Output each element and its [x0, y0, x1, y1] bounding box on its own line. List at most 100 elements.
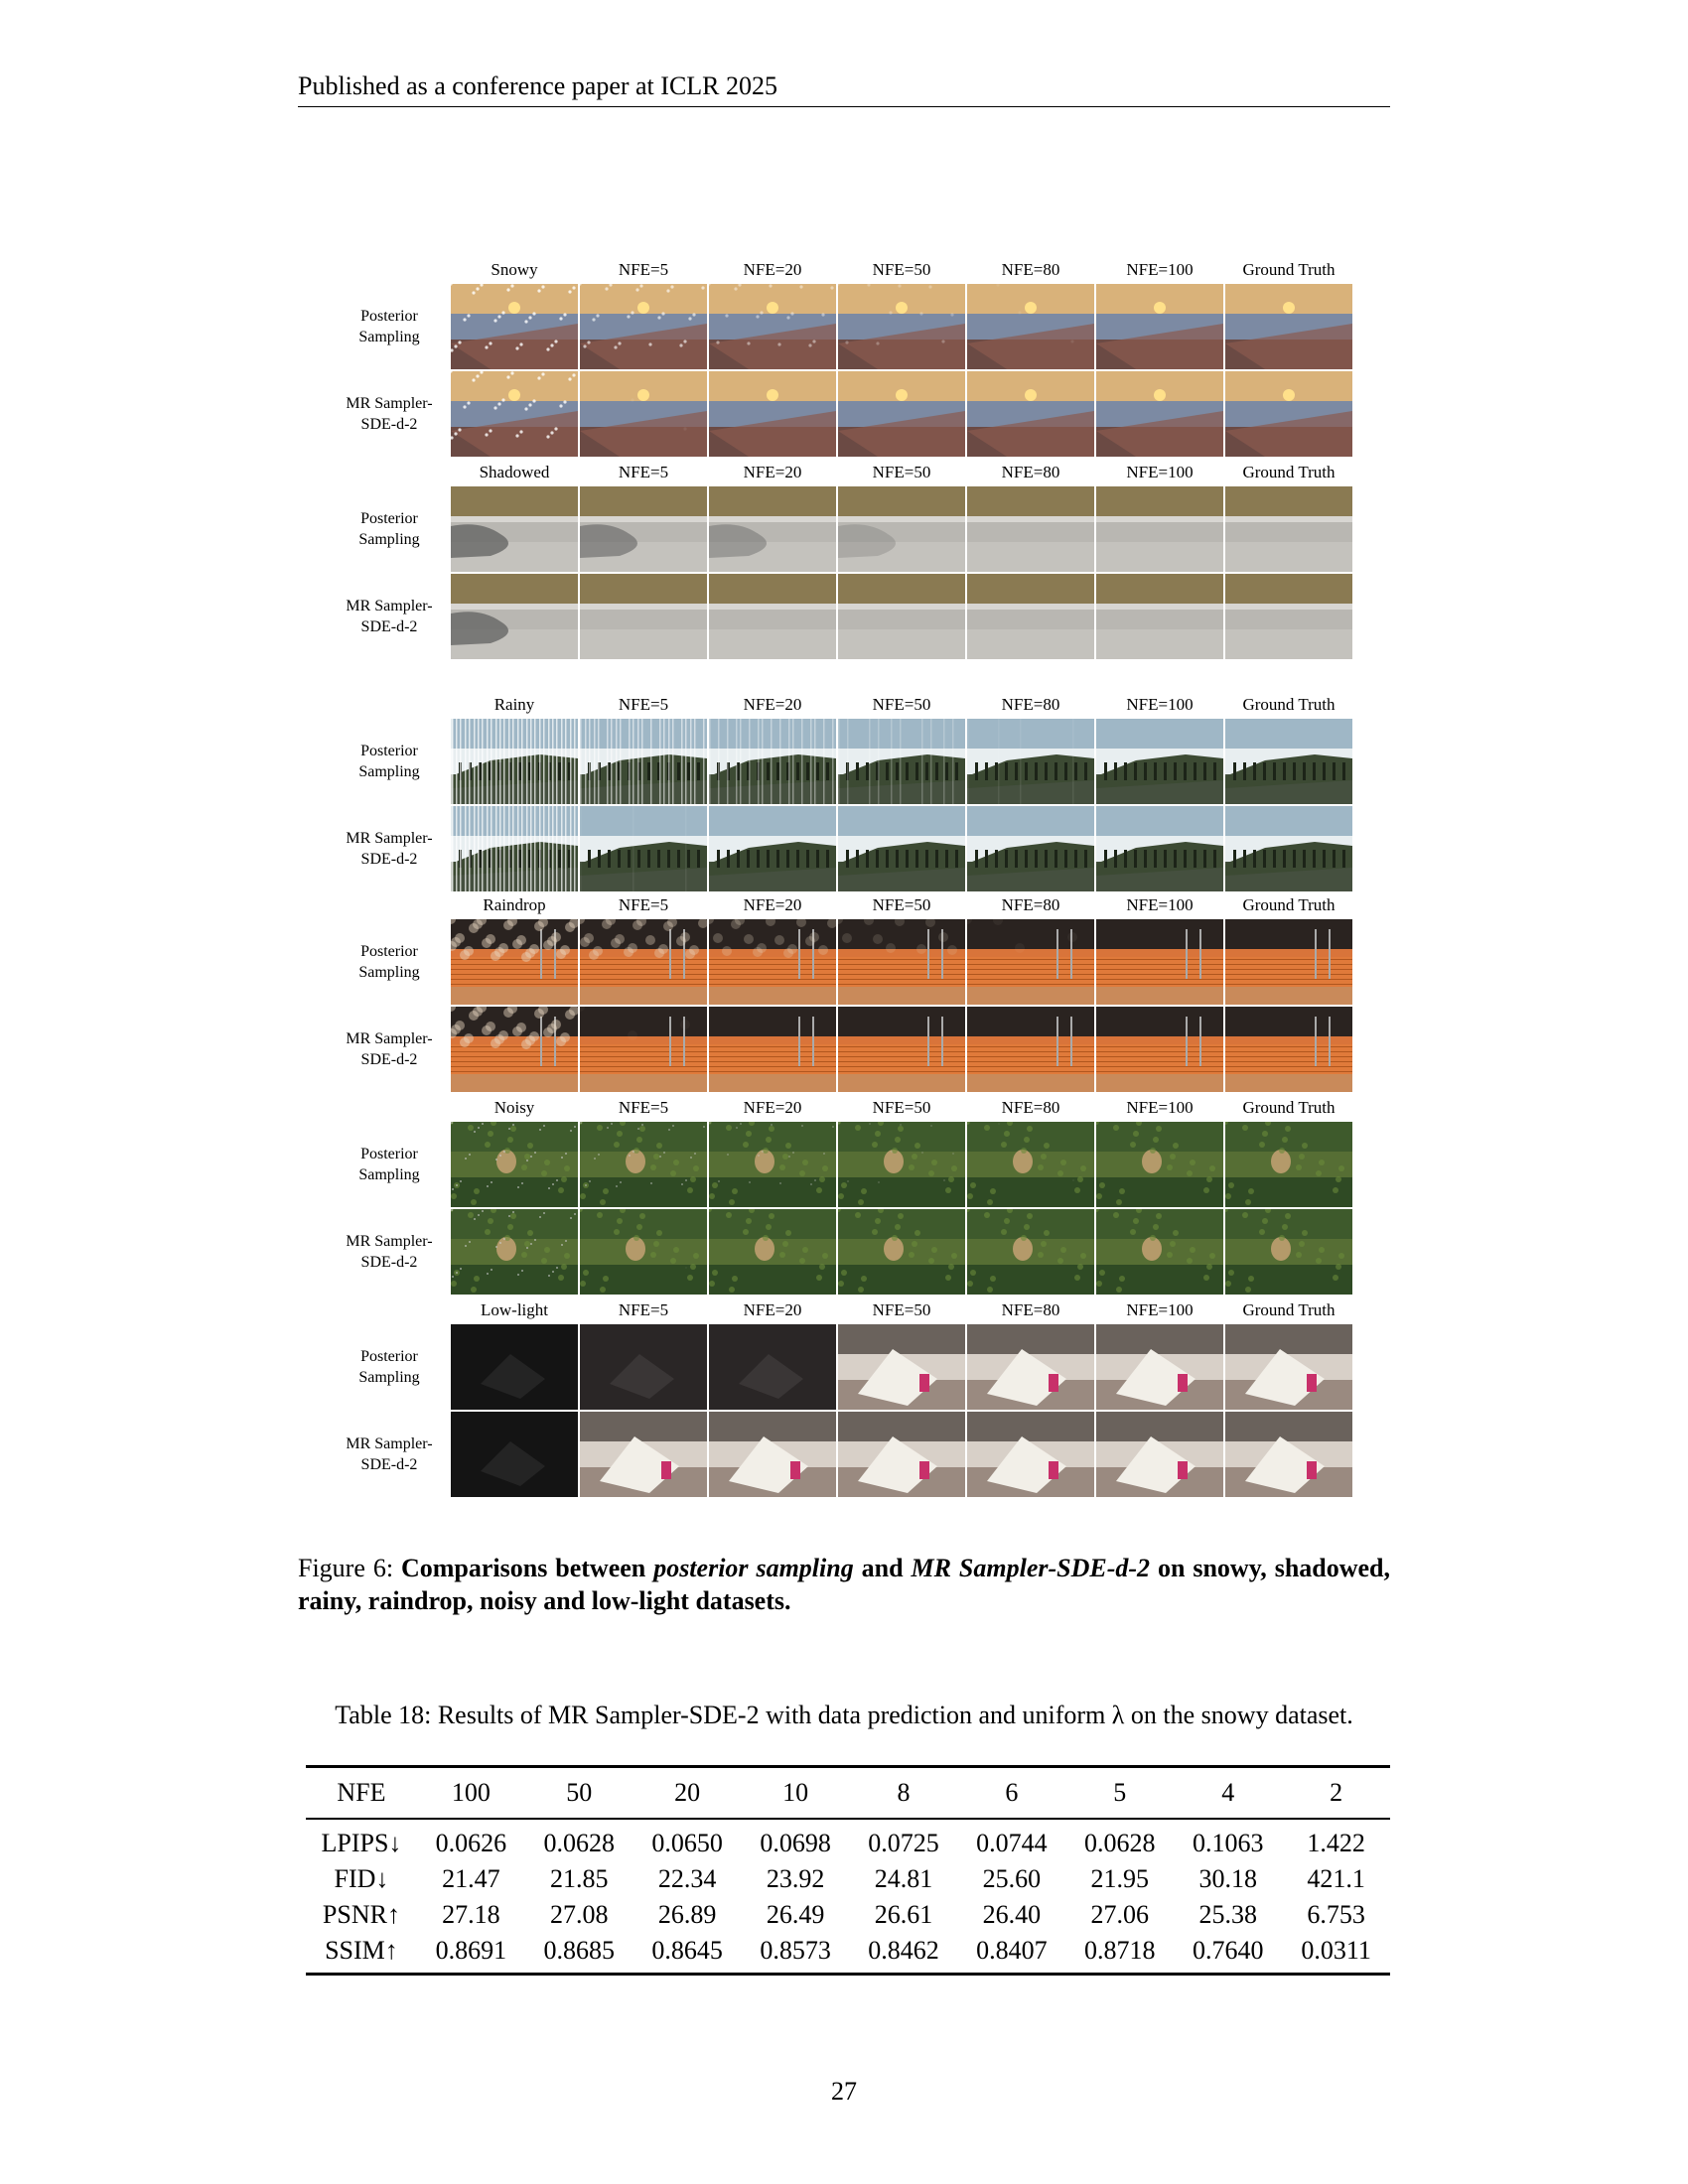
row-mr-sampler: MR Sampler- SDE-d-2 — [328, 1209, 1360, 1295]
ground-truth-image — [1225, 806, 1352, 891]
result-image — [709, 806, 836, 891]
result-image — [967, 719, 1094, 804]
table-row: SSIM↑ 0.8691 0.8685 0.8645 0.8573 0.8462 0.840… — [306, 1933, 1390, 1969]
result-image — [967, 1412, 1094, 1497]
nfe-column-header: NFE=20 — [743, 1300, 802, 1319]
column-headers: Noisy NFE=5 NFE=20 NFE=50 NFE=80 NFE=100 Groun… — [451, 1098, 1354, 1120]
result-image — [709, 1324, 836, 1410]
row-label: MR Sampler- SDE-d-2 — [346, 1233, 433, 1271]
result-image — [838, 284, 965, 369]
figure-group-raindrop: Raindrop NFE=5 NFE=20 NFE=50 NFE=80 NFE=100 Gr… — [328, 895, 1360, 1098]
result-image — [967, 1324, 1094, 1410]
figure-caption: Figure 6: Comparisons between posterior … — [298, 1552, 1390, 1617]
row-mr-sampler: MR Sampler- SDE-d-2 — [328, 1007, 1360, 1092]
ground-truth-image — [1225, 486, 1352, 572]
value-cell: 25.60 — [982, 1863, 1042, 1893]
result-image — [580, 806, 707, 891]
nfe-column-header: NFE=100 — [1126, 1098, 1194, 1117]
result-image — [838, 574, 965, 659]
input-column-header: Raindrop — [483, 895, 546, 914]
row-mr-sampler: MR Sampler- SDE-d-2 — [328, 806, 1360, 891]
row-posterior-sampling: Posterior Sampling — [328, 719, 1360, 804]
result-image — [838, 1122, 965, 1207]
caption-bold-1: Comparisons between — [400, 1554, 654, 1582]
result-image — [1096, 1007, 1223, 1092]
comparison-figure: Snowy NFE=5 NFE=20 NFE=50 NFE=80 NFE=100 Groun… — [328, 260, 1360, 1503]
result-image — [709, 1412, 836, 1497]
result-image — [580, 1324, 707, 1410]
value-cell: 6.753 — [1307, 1899, 1365, 1929]
nfe-column-header: NFE=5 — [618, 463, 669, 481]
ground-truth-image — [1225, 284, 1352, 369]
result-image — [1096, 1209, 1223, 1295]
input-image — [451, 719, 578, 804]
result-image — [838, 719, 965, 804]
caption-bold-2: and — [853, 1554, 912, 1582]
input-image — [451, 1324, 578, 1410]
header-cell-nfe: 50 — [566, 1778, 593, 1807]
nfe-column-header: NFE=100 — [1126, 1300, 1194, 1319]
result-image — [967, 574, 1094, 659]
column-headers: Shadowed NFE=5 NFE=20 NFE=50 NFE=80 NFE=100 Gr… — [451, 463, 1354, 484]
result-image — [709, 1007, 836, 1092]
input-image — [451, 919, 578, 1005]
result-image — [1096, 284, 1223, 369]
header-cell-nfe: 8 — [897, 1778, 911, 1807]
nfe-column-header: NFE=5 — [618, 895, 669, 914]
nfe-column-header: NFE=80 — [1001, 895, 1060, 914]
input-image — [451, 284, 578, 369]
ground-truth-image — [1225, 919, 1352, 1005]
value-cell: 0.0698 — [760, 1828, 831, 1857]
nfe-column-header: NFE=20 — [743, 260, 802, 279]
table-row: PSNR↑ 27.18 27.08 26.89 26.49 26.61 26.40 27.06… — [306, 1897, 1390, 1933]
input-column-header: Shadowed — [479, 463, 550, 481]
nfe-column-header: NFE=20 — [743, 1098, 802, 1117]
result-image — [967, 371, 1094, 457]
input-image — [451, 1209, 578, 1295]
value-cell: 0.8407 — [976, 1935, 1048, 1965]
row-label: Posterior Sampling — [358, 1348, 420, 1386]
value-cell: 0.0744 — [976, 1828, 1048, 1857]
input-column-header: Low-light — [481, 1300, 548, 1319]
nfe-column-header: Ground Truth — [1242, 1098, 1336, 1117]
metric-name-cell: SSIM↑ — [325, 1935, 398, 1965]
nfe-column-header: NFE=5 — [618, 260, 669, 279]
metric-name-cell: LPIPS↓ — [321, 1828, 402, 1857]
results-table: NFE 100 50 20 10 8 6 5 4 2 LPIPS↓ 0.0626 0.0628 0.06… — [306, 1765, 1390, 1976]
result-image — [709, 574, 836, 659]
result-image — [838, 1412, 965, 1497]
value-cell: 421.1 — [1307, 1863, 1365, 1893]
ground-truth-image — [1225, 1412, 1352, 1497]
value-cell: 25.38 — [1198, 1899, 1257, 1929]
column-headers: Snowy NFE=5 NFE=20 NFE=50 NFE=80 NFE=100 Groun… — [451, 260, 1354, 282]
value-cell: 26.49 — [766, 1899, 825, 1929]
value-cell: 22.34 — [657, 1863, 717, 1893]
row-label: MR Sampler- SDE-d-2 — [346, 830, 433, 868]
result-image — [1096, 1122, 1223, 1207]
result-image — [1096, 486, 1223, 572]
value-cell: 26.61 — [874, 1899, 933, 1929]
result-image — [1096, 1324, 1223, 1410]
header-cell-nfe: 20 — [674, 1778, 701, 1807]
ground-truth-image — [1225, 574, 1352, 659]
nfe-column-header: NFE=80 — [1001, 695, 1060, 714]
row-posterior-sampling: Posterior Sampling — [328, 284, 1360, 369]
metric-name-cell: PSNR↑ — [322, 1899, 400, 1929]
caption-bold-3: on snowy, shadowed, rainy, raindrop, noi… — [298, 1554, 1391, 1615]
row-label: Posterior Sampling — [358, 1146, 420, 1183]
table-caption: Table 18: Results of MR Sampler-SDE-2 wi… — [335, 1701, 1353, 1729]
result-image — [580, 719, 707, 804]
result-image — [967, 1007, 1094, 1092]
figure-group-shadowed: Shadowed NFE=5 NFE=20 NFE=50 NFE=80 NFE=100 Gr… — [328, 463, 1360, 695]
page-number: 27 — [831, 2077, 857, 2106]
result-image — [709, 284, 836, 369]
table-row: LPIPS↓ 0.0626 0.0628 0.0650 0.0698 0.0725 0.07… — [306, 1826, 1390, 1861]
result-image — [838, 806, 965, 891]
row-label: MR Sampler- SDE-d-2 — [346, 395, 433, 433]
value-cell: 21.95 — [1090, 1863, 1150, 1893]
value-cell: 0.1063 — [1192, 1828, 1264, 1857]
figure-group-noisy: Noisy NFE=5 NFE=20 NFE=50 NFE=80 NFE=100 Groun… — [328, 1098, 1360, 1300]
result-image — [967, 919, 1094, 1005]
row-label: Posterior Sampling — [358, 943, 420, 981]
nfe-column-header: NFE=80 — [1001, 1098, 1060, 1117]
